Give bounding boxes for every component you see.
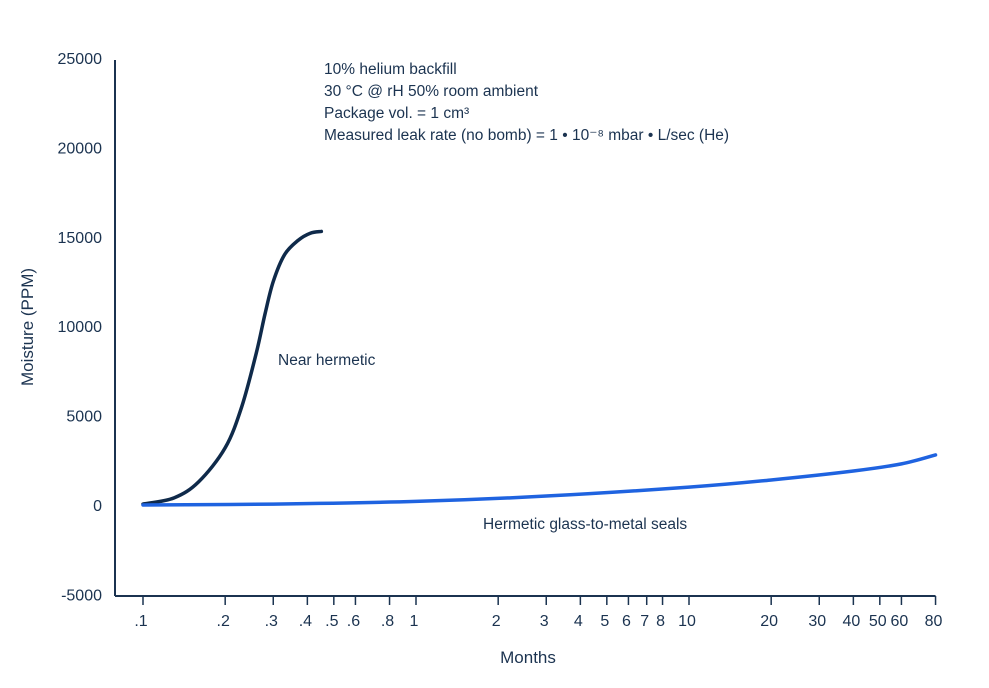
x-axis-label: Months bbox=[500, 648, 556, 667]
x-tick-label: .8 bbox=[381, 613, 394, 630]
annotation-line: Package vol. = 1 cm³ bbox=[324, 105, 470, 122]
x-tick-label: .6 bbox=[347, 613, 360, 630]
y-tick-label: -5000 bbox=[61, 587, 102, 604]
y-tick-label: 10000 bbox=[58, 319, 103, 336]
x-tick-label: 1 bbox=[410, 613, 419, 630]
x-tick-label: 7 bbox=[640, 613, 649, 630]
x-tick-label: .2 bbox=[217, 613, 230, 630]
series-line-hermetic bbox=[141, 453, 938, 507]
series-label: Hermetic glass-to-metal seals bbox=[483, 516, 687, 533]
annotation-line: 30 °C @ rH 50% room ambient bbox=[324, 83, 539, 100]
annotation-line: 10% helium backfill bbox=[324, 61, 457, 78]
x-tick-label: 6 bbox=[622, 613, 631, 630]
x-tick-label: 60 bbox=[891, 613, 909, 630]
y-tick-label: 20000 bbox=[58, 140, 103, 157]
x-tick-label: .3 bbox=[265, 613, 278, 630]
x-tick-label: 50 bbox=[869, 613, 887, 630]
y-tick-label: 5000 bbox=[66, 409, 102, 426]
x-tick-label: .5 bbox=[325, 613, 338, 630]
x-tick-label: 2 bbox=[492, 613, 501, 630]
series-label: Near hermetic bbox=[278, 352, 376, 369]
y-axis-label: Moisture (PPM) bbox=[18, 268, 37, 386]
y-tick-label: 15000 bbox=[58, 230, 103, 247]
annotation-line: Measured leak rate (no bomb) = 1 • 10⁻⁸ … bbox=[324, 127, 730, 144]
y-tick-label: 0 bbox=[93, 498, 102, 515]
x-tick-label: 10 bbox=[678, 613, 696, 630]
y-tick-label: 25000 bbox=[58, 51, 103, 68]
x-tick-label: 40 bbox=[842, 613, 860, 630]
x-tick-label: 5 bbox=[600, 613, 609, 630]
x-tick-label: 4 bbox=[574, 613, 583, 630]
x-tick-label: .1 bbox=[134, 613, 147, 630]
x-tick-label: 20 bbox=[760, 613, 778, 630]
x-tick-label: .4 bbox=[299, 613, 312, 630]
x-tick-label: 80 bbox=[925, 613, 943, 630]
x-tick-label: 8 bbox=[656, 613, 665, 630]
x-tick-label: 3 bbox=[540, 613, 549, 630]
series-line-near-hermetic bbox=[141, 229, 324, 506]
x-tick-label: 30 bbox=[808, 613, 826, 630]
